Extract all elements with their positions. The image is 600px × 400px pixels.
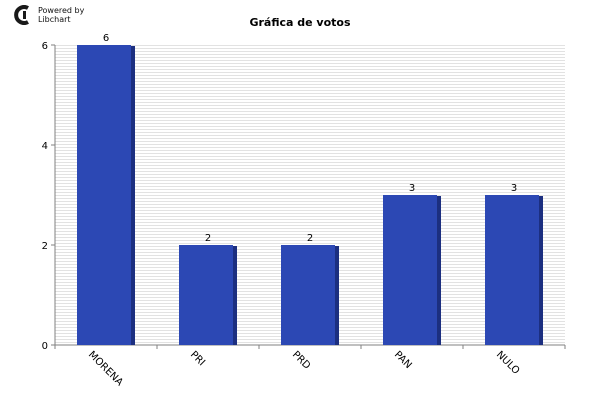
bar-pan <box>383 195 437 345</box>
bar-shadow <box>539 196 543 345</box>
x-tick-label: MORENA <box>86 349 125 388</box>
x-tick-label: PAN <box>392 349 414 371</box>
libchart-logo-icon <box>14 5 29 25</box>
libchart-label: Libchart <box>38 15 71 24</box>
bar-nulo <box>485 195 539 345</box>
x-tick-label: NULO <box>494 349 522 377</box>
bar-shadow <box>233 246 237 345</box>
y-tick-label: 4 <box>42 141 48 152</box>
powered-by-label: Powered by <box>38 6 85 15</box>
x-tick-label: PRI <box>188 349 207 368</box>
bar-pri <box>179 245 233 345</box>
y-tick-label: 0 <box>42 341 48 352</box>
bar-prd <box>281 245 335 345</box>
bar-value-label: 3 <box>409 183 415 194</box>
bar-shadow <box>437 196 441 345</box>
bar-morena <box>77 45 131 345</box>
logo-text: Powered by Libchart <box>38 6 84 24</box>
chart-title: Gráfica de votos <box>249 16 351 29</box>
bar-value-label: 2 <box>205 233 211 244</box>
bar-value-label: 2 <box>307 233 313 244</box>
y-tick-label: 6 <box>42 41 48 52</box>
bar-shadow <box>131 46 135 345</box>
bar-value-label: 6 <box>103 33 109 44</box>
bar-shadow <box>335 246 339 345</box>
libchart-logo: Powered by Libchart <box>14 5 84 25</box>
y-tick-label: 2 <box>42 241 48 252</box>
x-tick-label: PRD <box>290 349 313 372</box>
bar-value-label: 3 <box>511 183 517 194</box>
